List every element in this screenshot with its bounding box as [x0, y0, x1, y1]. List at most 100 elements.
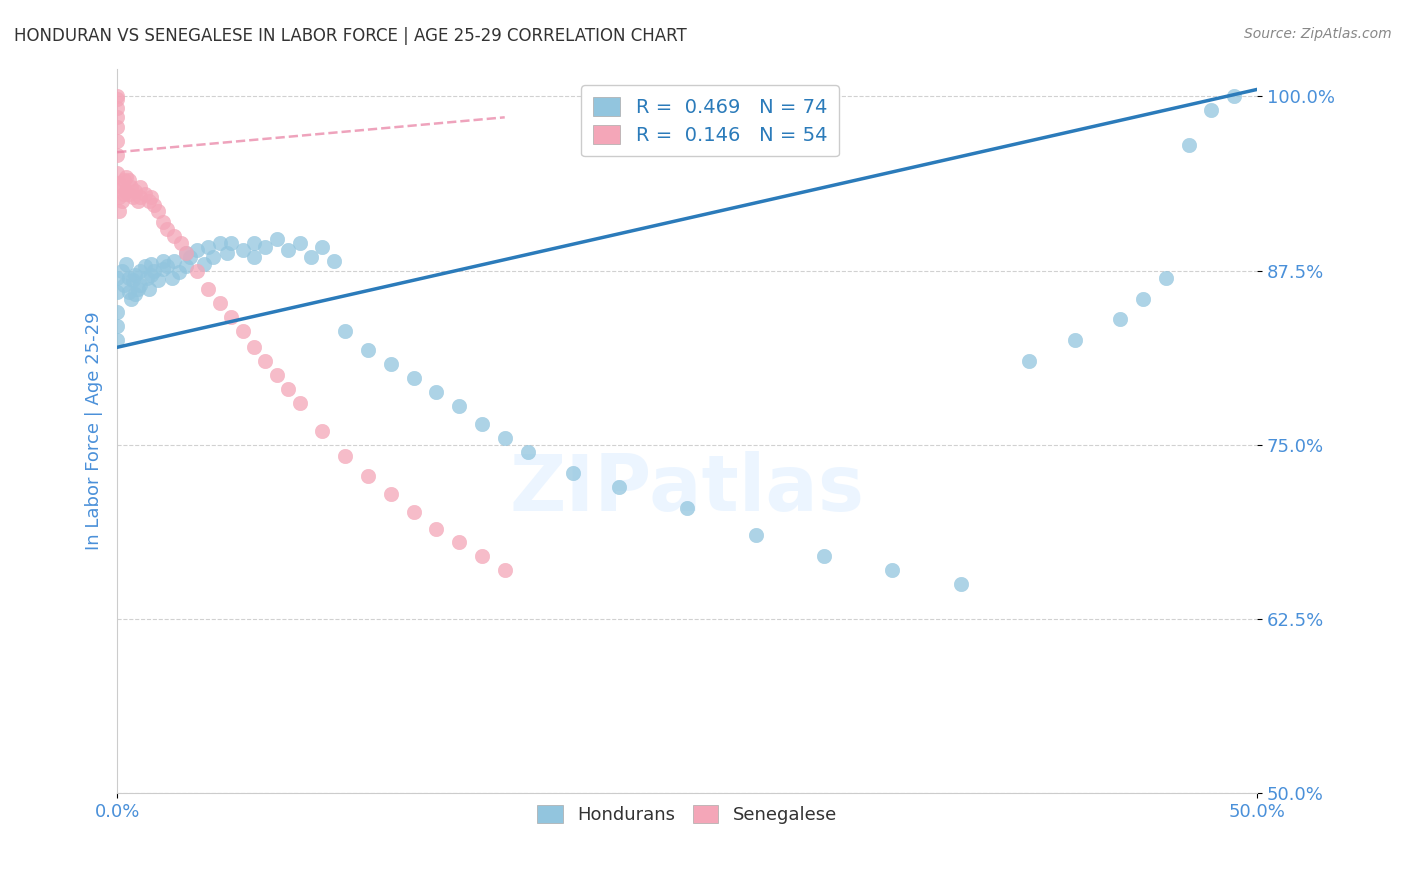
Point — [232, 324, 254, 338]
Point — [120, 180, 142, 194]
Point — [1223, 89, 1246, 103]
Point — [105, 92, 128, 106]
Point — [243, 250, 266, 264]
Text: Source: ZipAtlas.com: Source: ZipAtlas.com — [1244, 27, 1392, 41]
Point — [288, 396, 311, 410]
Point — [1201, 103, 1223, 118]
Point — [676, 500, 699, 515]
Point — [449, 535, 471, 549]
Point — [115, 184, 138, 198]
Point — [148, 203, 170, 218]
Point — [311, 240, 333, 254]
Point — [219, 310, 242, 324]
Point — [117, 270, 139, 285]
Point — [163, 253, 186, 268]
Point — [949, 577, 972, 591]
Point — [105, 166, 128, 180]
Point — [141, 268, 163, 282]
Point — [141, 257, 163, 271]
Point — [494, 563, 516, 577]
Point — [105, 101, 128, 115]
Point — [333, 324, 356, 338]
Point — [138, 194, 160, 208]
Point — [152, 253, 174, 268]
Point — [243, 235, 266, 250]
Point — [134, 260, 156, 274]
Point — [208, 295, 231, 310]
Point — [124, 287, 146, 301]
Point — [112, 173, 135, 187]
Point — [111, 263, 134, 277]
Point — [1063, 334, 1085, 348]
Point — [129, 190, 152, 204]
Point — [115, 257, 138, 271]
Point — [471, 549, 494, 564]
Point — [402, 505, 425, 519]
Point — [111, 180, 134, 194]
Point — [186, 243, 208, 257]
Point — [117, 285, 139, 299]
Point — [148, 273, 170, 287]
Point — [112, 186, 135, 201]
Point — [105, 134, 128, 148]
Point — [135, 270, 157, 285]
Point — [882, 563, 904, 577]
Point — [201, 250, 224, 264]
Point — [105, 270, 128, 285]
Point — [288, 235, 311, 250]
Point — [112, 277, 135, 292]
Point — [179, 250, 201, 264]
Point — [232, 243, 254, 257]
Text: HONDURAN VS SENEGALESE IN LABOR FORCE | AGE 25-29 CORRELATION CHART: HONDURAN VS SENEGALESE IN LABOR FORCE | … — [14, 27, 686, 45]
Point — [105, 319, 128, 334]
Point — [160, 270, 183, 285]
Point — [266, 368, 288, 383]
Legend: Hondurans, Senegalese: Hondurans, Senegalese — [526, 795, 848, 835]
Point — [471, 417, 494, 431]
Point — [108, 203, 131, 218]
Text: ZIPatlas: ZIPatlas — [509, 451, 865, 527]
Point — [357, 343, 380, 357]
Point — [111, 194, 134, 208]
Point — [138, 282, 160, 296]
Point — [1018, 354, 1040, 368]
Point — [357, 468, 380, 483]
Point — [105, 111, 128, 125]
Point — [124, 184, 146, 198]
Point — [124, 268, 146, 282]
Point — [1154, 270, 1177, 285]
Point — [813, 549, 835, 564]
Point — [174, 245, 197, 260]
Point — [134, 186, 156, 201]
Point — [152, 215, 174, 229]
Point — [277, 382, 299, 396]
Point — [129, 277, 152, 292]
Point — [494, 431, 516, 445]
Y-axis label: In Labor Force | Age 25-29: In Labor Force | Age 25-29 — [86, 311, 103, 550]
Point — [1177, 138, 1199, 153]
Point — [117, 173, 139, 187]
Point — [186, 263, 208, 277]
Point — [322, 253, 344, 268]
Point — [129, 263, 152, 277]
Point — [129, 180, 152, 194]
Point — [197, 282, 219, 296]
Point — [152, 262, 174, 277]
Point — [607, 480, 630, 494]
Point — [163, 228, 186, 243]
Point — [105, 334, 128, 348]
Point — [744, 528, 766, 542]
Point — [105, 89, 128, 103]
Point — [142, 263, 165, 277]
Point — [380, 486, 402, 500]
Point — [108, 176, 131, 190]
Point — [193, 257, 215, 271]
Point — [277, 243, 299, 257]
Point — [127, 194, 149, 208]
Point — [105, 305, 128, 319]
Point — [120, 292, 142, 306]
Point — [156, 222, 179, 236]
Point — [254, 240, 277, 254]
Point — [402, 371, 425, 385]
Point — [425, 521, 447, 535]
